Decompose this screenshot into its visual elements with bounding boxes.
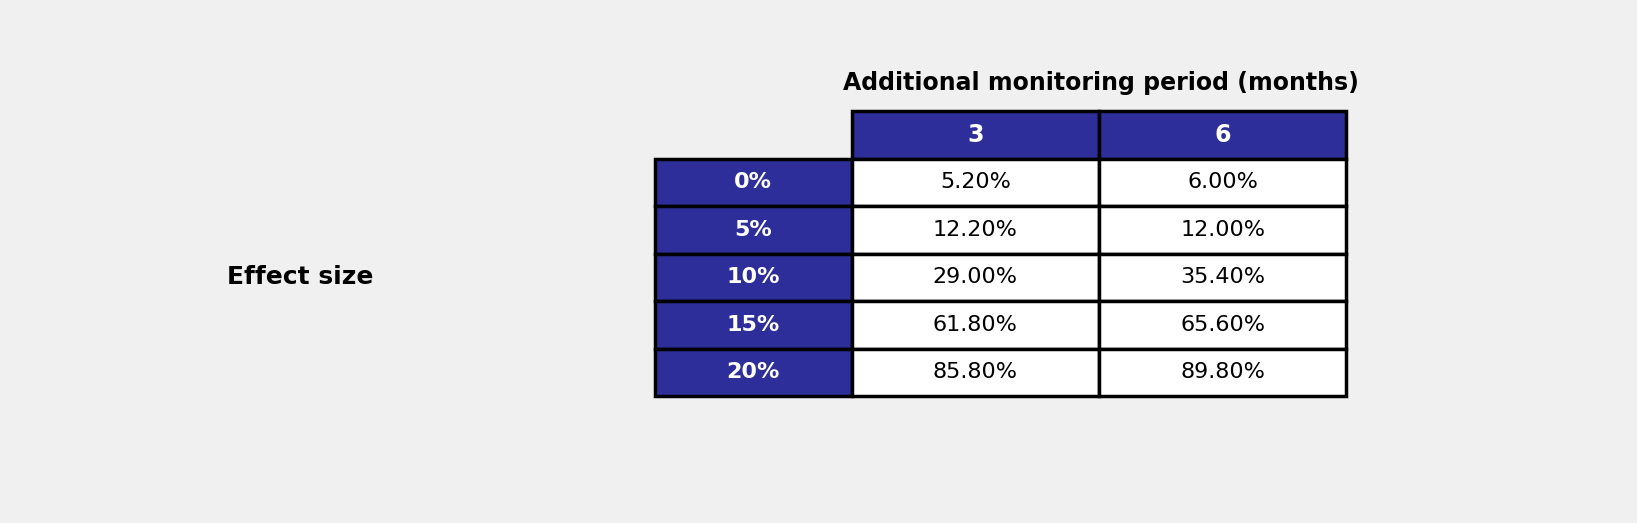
Bar (851, 254, 1098, 301)
Text: 12.20%: 12.20% (933, 220, 1018, 240)
Bar (655, 206, 851, 254)
Text: 5%: 5% (735, 220, 773, 240)
Bar (655, 349, 851, 396)
Bar (851, 158, 1098, 206)
Bar (851, 349, 1098, 396)
Bar (655, 254, 851, 301)
Text: 12.00%: 12.00% (1180, 220, 1265, 240)
Text: 29.00%: 29.00% (933, 267, 1018, 288)
Text: Effect size: Effect size (226, 265, 373, 289)
Text: 3: 3 (967, 123, 984, 147)
Text: 6.00%: 6.00% (1187, 173, 1259, 192)
Text: 20%: 20% (727, 362, 779, 382)
Text: 89.80%: 89.80% (1180, 362, 1265, 382)
Bar (1098, 254, 1347, 301)
Text: 0%: 0% (735, 173, 773, 192)
Text: Additional monitoring period (months): Additional monitoring period (months) (843, 71, 1359, 95)
Bar (1098, 349, 1347, 396)
Text: 5.20%: 5.20% (940, 173, 1010, 192)
Bar (851, 301, 1098, 349)
Text: 65.60%: 65.60% (1180, 315, 1265, 335)
Bar (1098, 158, 1347, 206)
Text: 15%: 15% (727, 315, 779, 335)
Bar (851, 111, 1098, 158)
Bar (851, 206, 1098, 254)
Bar (655, 301, 851, 349)
Bar (655, 158, 851, 206)
Bar (1098, 206, 1347, 254)
Text: 6: 6 (1215, 123, 1231, 147)
Text: 85.80%: 85.80% (933, 362, 1018, 382)
Bar (1098, 301, 1347, 349)
Text: 35.40%: 35.40% (1180, 267, 1265, 288)
Bar (1098, 111, 1347, 158)
Text: 10%: 10% (727, 267, 781, 288)
Text: 61.80%: 61.80% (933, 315, 1018, 335)
